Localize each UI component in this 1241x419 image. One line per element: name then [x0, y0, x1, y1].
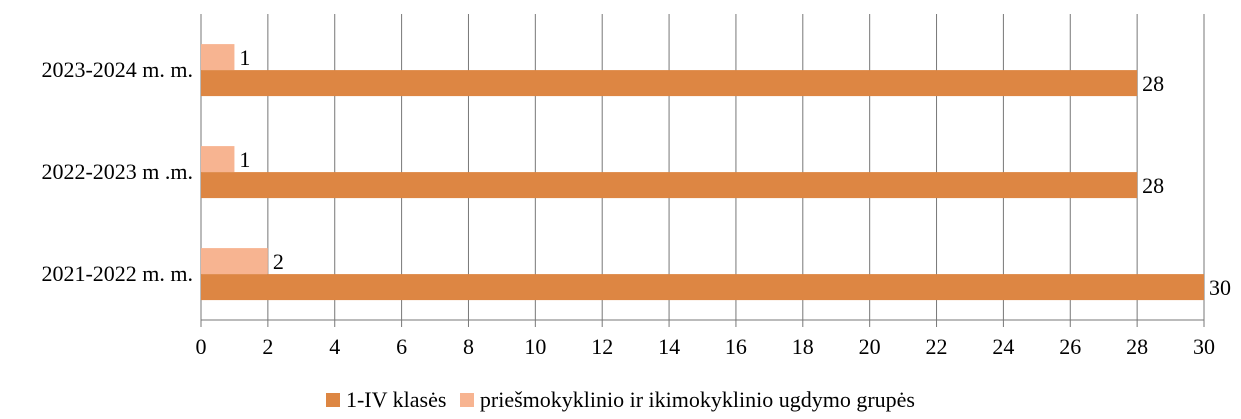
x-tick-label: 0 — [196, 334, 207, 359]
bar-groups — [201, 44, 235, 71]
x-tick-label: 12 — [591, 334, 613, 359]
category-label: 2021-2022 m. m. — [41, 261, 193, 286]
category-label: 2023-2024 m. m. — [41, 57, 193, 82]
x-tick-label: 20 — [859, 334, 881, 359]
data-label: 1 — [239, 45, 250, 70]
bar-classes — [201, 274, 1204, 301]
x-tick-label: 16 — [725, 334, 747, 359]
data-label: 2 — [273, 249, 284, 274]
data-label: 1 — [239, 147, 250, 172]
category-label: 2022-2023 m .m. — [41, 159, 193, 184]
legend-swatch-classes — [325, 393, 340, 407]
data-label: 30 — [1209, 275, 1231, 300]
x-tick-label: 22 — [926, 334, 948, 359]
data-label: 28 — [1142, 71, 1164, 96]
x-tick-label: 24 — [992, 334, 1014, 359]
bar-groups — [201, 248, 268, 275]
data-label: 28 — [1142, 173, 1164, 198]
x-tick-label: 30 — [1193, 334, 1215, 359]
x-tick-label: 10 — [524, 334, 546, 359]
legend-label-classes: 1-IV klasės — [345, 387, 447, 412]
bar-classes — [201, 172, 1138, 199]
x-tick-label: 4 — [329, 334, 340, 359]
x-tick-label: 26 — [1059, 334, 1081, 359]
legend-label-groups: priešmokyklinio ir ikimokyklinio ugdymo … — [479, 387, 915, 412]
x-tick-label: 6 — [396, 334, 407, 359]
x-tick-label: 8 — [463, 334, 474, 359]
legend-swatch-groups — [459, 393, 474, 407]
x-tick-label: 28 — [1126, 334, 1148, 359]
x-tick-label: 2 — [262, 334, 273, 359]
legend-item-classes: 1-IV klasės — [325, 387, 447, 412]
legend: 1-IV klasės priešmokyklinio ir ikimokykl… — [0, 388, 1241, 412]
x-tick-label: 18 — [792, 334, 814, 359]
legend-item-groups: priešmokyklinio ir ikimokyklinio ugdymo … — [459, 387, 915, 412]
bar-classes — [201, 70, 1138, 97]
bar-groups — [201, 146, 235, 173]
x-tick-label: 14 — [658, 334, 680, 359]
